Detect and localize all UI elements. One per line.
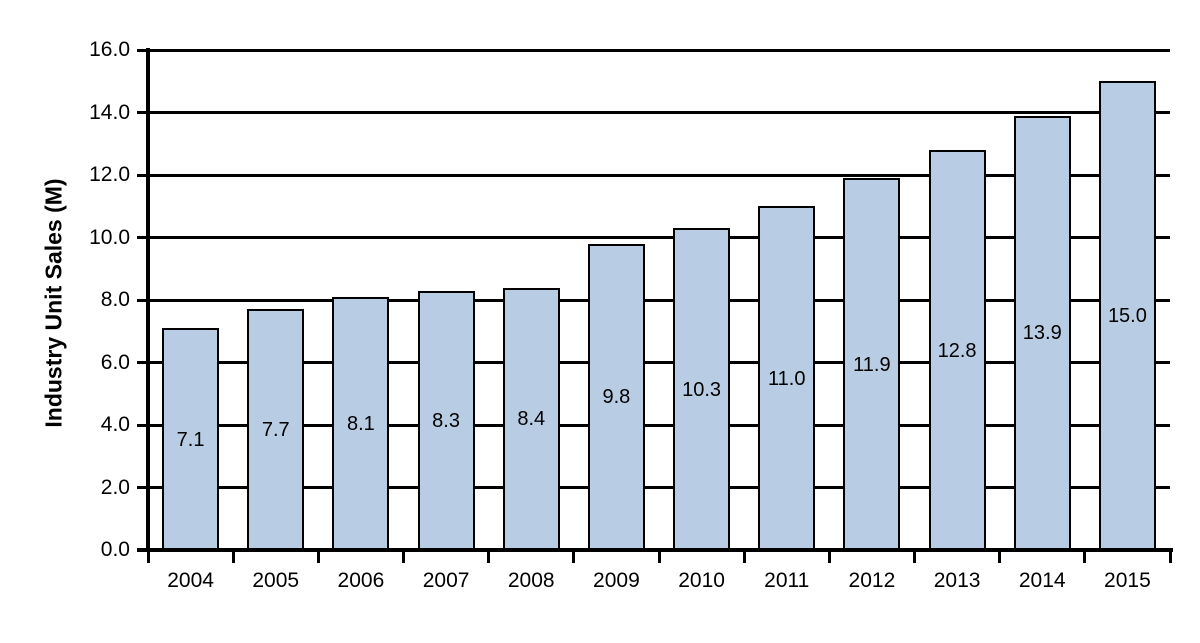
- bar: 7.7: [247, 309, 305, 552]
- bar: 8.1: [332, 296, 390, 552]
- x-tick-label: 2005: [252, 569, 300, 592]
- bar: 8.3: [417, 290, 475, 552]
- bar-value-label: 8.4: [517, 408, 546, 431]
- bar-value-label: 15.0: [1107, 305, 1147, 328]
- gridline: [137, 48, 1170, 52]
- bar-value-label: 7.1: [176, 428, 205, 451]
- x-tick-label: 2007: [422, 569, 470, 592]
- bar: 8.4: [502, 287, 560, 552]
- y-tick-label: 0.0: [100, 538, 130, 561]
- x-tick-label: 2009: [593, 569, 640, 592]
- bar: 9.8: [587, 243, 645, 552]
- bar-value-label: 11.0: [768, 367, 806, 390]
- bar-value-label: 7.7: [261, 419, 290, 442]
- y-tick-label: 8.0: [100, 288, 130, 311]
- bar-value-label: 8.1: [347, 412, 375, 435]
- x-axis-tick: [487, 550, 491, 563]
- x-tick-label: 2015: [1104, 569, 1151, 592]
- gridline: [137, 111, 1170, 114]
- x-axis-tick: [1083, 550, 1087, 563]
- bar: 15.0: [1098, 81, 1156, 552]
- x-axis-tick: [572, 550, 576, 563]
- x-tick-label: 2011: [764, 569, 810, 592]
- gridline: [137, 236, 1170, 239]
- bar-value-label: 10.3: [682, 378, 722, 401]
- x-axis-tick: [402, 550, 405, 563]
- x-axis-tick: [998, 550, 1002, 563]
- y-tick-label: 10.0: [89, 225, 130, 249]
- bar: 7.1: [162, 328, 220, 552]
- y-axis-line: [146, 48, 150, 552]
- x-tick-label: 2013: [933, 569, 981, 592]
- x-tick-label: 2008: [507, 569, 555, 592]
- x-axis-line: [137, 548, 1173, 552]
- bar: 13.9: [1013, 115, 1071, 552]
- gridline: [137, 173, 1170, 177]
- y-tick-label: 4.0: [100, 413, 130, 436]
- bar: 11.0: [758, 206, 816, 552]
- gridline: [137, 298, 1170, 302]
- bar: 12.8: [928, 150, 986, 552]
- x-tick-label: 2014: [1018, 569, 1066, 592]
- gridline: [137, 423, 1170, 427]
- bar-value-label: 11.9: [853, 353, 891, 376]
- y-tick-label: 14.0: [89, 100, 130, 124]
- y-tick-label: 6.0: [100, 350, 130, 374]
- x-axis-tick: [1168, 550, 1172, 563]
- x-tick-label: 2010: [678, 569, 725, 592]
- x-axis-tick: [316, 550, 320, 563]
- bar-value-label: 13.9: [1022, 322, 1062, 345]
- x-axis-tick: [742, 550, 746, 563]
- y-tick-label: 2.0: [100, 475, 130, 499]
- gridline: [137, 361, 1170, 364]
- x-tick-label: 2012: [848, 569, 896, 592]
- bar-value-label: 8.3: [432, 409, 460, 432]
- x-tick-label: 2006: [337, 569, 385, 592]
- x-axis-tick: [231, 550, 235, 563]
- bar: 11.9: [843, 178, 901, 552]
- x-tick-label: 2004: [167, 569, 214, 592]
- x-axis-tick: [913, 550, 916, 563]
- gridline: [137, 486, 1170, 489]
- x-axis-tick: [146, 550, 150, 563]
- bar: 10.3: [673, 228, 731, 552]
- bar-value-label: 9.8: [602, 386, 631, 409]
- bar-value-label: 12.8: [937, 339, 977, 362]
- x-axis-tick: [827, 550, 831, 563]
- y-tick-label: 16.0: [89, 38, 130, 61]
- y-tick-label: 12.0: [89, 163, 130, 186]
- x-axis-tick: [657, 550, 661, 563]
